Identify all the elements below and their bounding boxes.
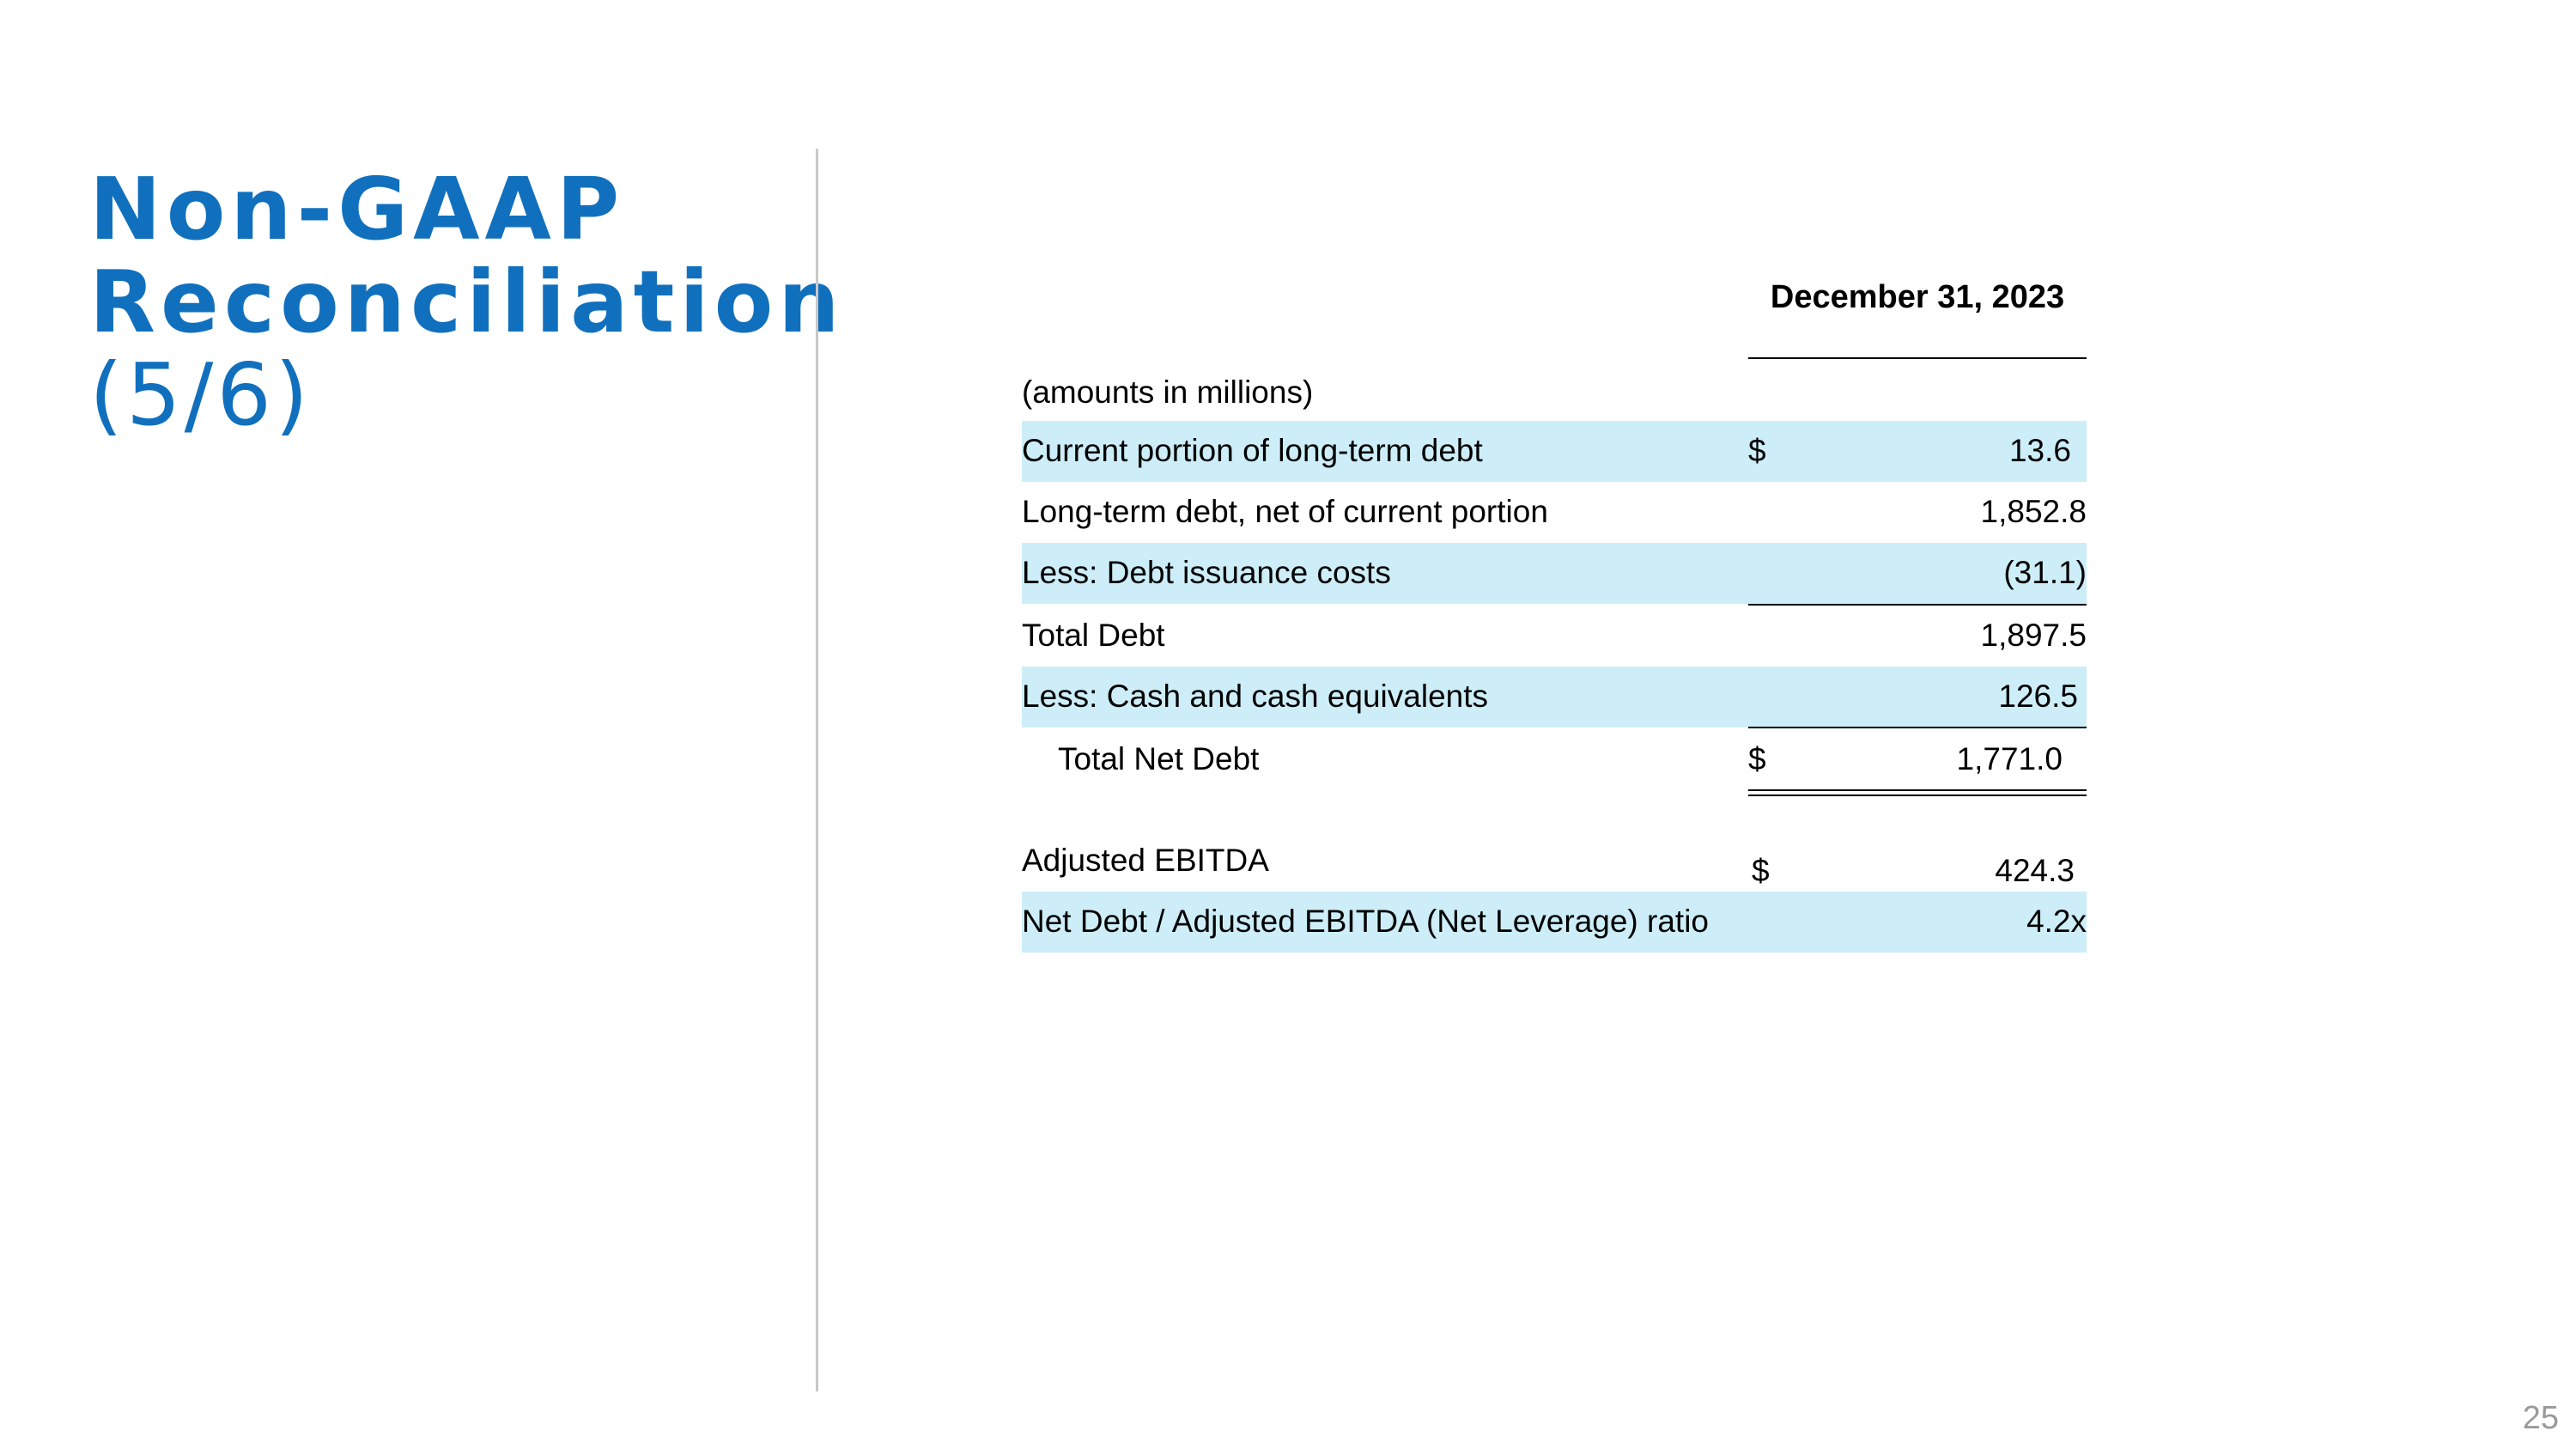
subtotal-rule xyxy=(1748,604,2087,606)
row-label: Less: Debt issuance costs xyxy=(1022,555,1391,590)
row-value: 424.3 xyxy=(1995,853,2075,888)
title-line-2: Reconciliation xyxy=(89,252,845,352)
table-row: Less: Debt issuance costs (31.1) xyxy=(1022,543,2087,604)
row-value: 13.6 xyxy=(2008,433,2071,468)
total-double-rule-top xyxy=(1748,789,2087,791)
table-row: Total Debt 1,897.5 xyxy=(1022,606,2087,667)
row-label: Total Net Debt xyxy=(1058,741,1260,776)
page-title: Non-GAAP Reconciliation (5/6) xyxy=(89,163,845,441)
row-label: Total Debt xyxy=(1022,618,1165,653)
table-row: Less: Cash and cash equivalents 126.5 xyxy=(1022,667,2087,728)
vertical-divider xyxy=(816,149,818,1391)
table-row: Long-term debt, net of current portion 1… xyxy=(1022,482,2087,543)
row-value: 4.2x xyxy=(2026,904,2087,939)
row-label: Less: Cash and cash equivalents xyxy=(1022,679,1489,714)
row-label: Long-term debt, net of current portion xyxy=(1022,494,1548,529)
table-row: Adjusted EBITDA $ 424.3 xyxy=(1022,831,2087,892)
column-header-rule xyxy=(1748,357,2087,359)
units-note: (amounts in millions) xyxy=(1022,374,1314,410)
page-number: 25 xyxy=(2522,1400,2559,1436)
subtotal-rule xyxy=(1748,727,2087,728)
table-row: Total Net Debt $ 1,771.0 xyxy=(1022,729,2087,790)
row-label: Net Debt / Adjusted EBITDA (Net Leverage… xyxy=(1022,904,1709,939)
row-label: Current portion of long-term debt xyxy=(1022,433,1483,468)
row-currency: $ xyxy=(1748,741,1766,776)
row-label: Adjusted EBITDA xyxy=(1022,843,1269,878)
total-double-rule-bottom xyxy=(1748,795,2087,796)
row-value: (31.1) xyxy=(2003,555,2087,590)
row-currency: $ xyxy=(1748,433,1766,468)
title-line-3: (5/6) xyxy=(89,344,312,445)
title-line-1: Non-GAAP xyxy=(89,159,625,259)
units-note-row: (amounts in millions) xyxy=(1022,362,2087,423)
row-value: 1,771.0 xyxy=(1956,741,2063,776)
table-row: Net Debt / Adjusted EBITDA (Net Leverage… xyxy=(1022,892,2087,953)
table-row: Current portion of long-term debt $ 13.6 xyxy=(1022,421,2087,482)
row-value: 1,852.8 xyxy=(1980,494,2087,529)
row-value: 126.5 xyxy=(1998,679,2078,714)
row-currency: $ xyxy=(1752,853,1770,888)
row-value: 1,897.5 xyxy=(1980,618,2087,653)
column-header: December 31, 2023 xyxy=(1770,279,2065,315)
